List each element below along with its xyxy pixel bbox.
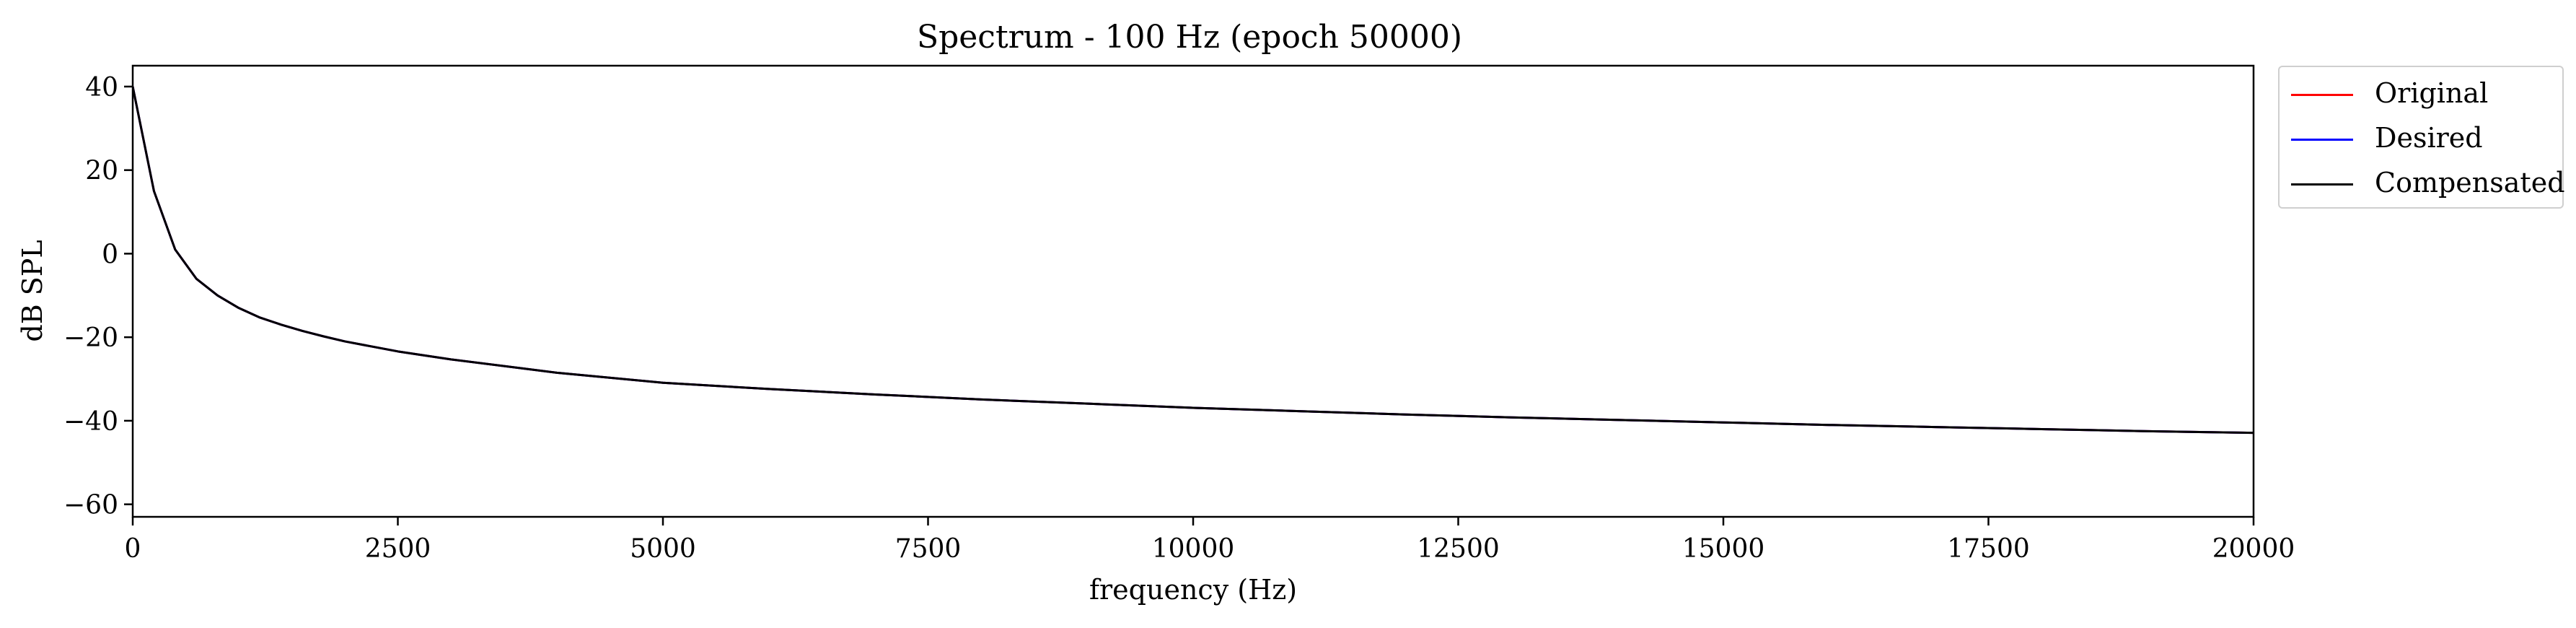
y-tick-label: 0 xyxy=(102,240,118,269)
series-line-compensated xyxy=(133,86,2254,435)
series-line-desired xyxy=(133,86,2254,435)
y-tick-label: −40 xyxy=(63,407,118,437)
x-tick-label: 5000 xyxy=(630,534,696,564)
y-tick-label: −20 xyxy=(63,323,118,353)
legend-item-compensated: Compensated xyxy=(2280,161,2565,204)
chart-title: Spectrum - 100 Hz (epoch 50000) xyxy=(917,19,1462,56)
legend-item-desired: Desired xyxy=(2280,116,2562,160)
y-tick-label: −60 xyxy=(63,491,118,520)
x-tick-label: 2500 xyxy=(365,534,431,564)
x-tick-label: 0 xyxy=(125,534,141,564)
x-tick-label: 7500 xyxy=(895,534,962,564)
y-axis: 40 20 0 −20 −40 −60 xyxy=(63,73,133,520)
legend: Original Desired Compensated xyxy=(2278,66,2565,209)
legend-label-desired: Desired xyxy=(2375,122,2483,154)
plot-frame xyxy=(131,64,2255,518)
legend-label-original: Original xyxy=(2375,77,2489,109)
plot-area xyxy=(131,64,2255,518)
x-tick-label: 10000 xyxy=(1152,534,1235,564)
x-axis-label: frequency (Hz) xyxy=(1089,574,1297,606)
y-tick-label: 40 xyxy=(85,73,118,103)
x-axis: 0 2500 5000 7500 10000 12500 15000 17500 20000 xyxy=(125,517,2295,564)
x-tick-label: 15000 xyxy=(1682,534,1765,564)
y-tick-label: 20 xyxy=(85,157,118,186)
legend-swatch-original xyxy=(2291,94,2353,96)
legend-swatch-compensated xyxy=(2291,183,2353,186)
x-tick-label: 12500 xyxy=(1417,534,1500,564)
legend-swatch-desired xyxy=(2291,139,2353,141)
x-tick-label: 17500 xyxy=(1947,534,2030,564)
y-axis-label: dB SPL xyxy=(17,240,48,341)
legend-item-original: Original xyxy=(2280,71,2562,115)
legend-label-compensated: Compensated xyxy=(2375,167,2565,199)
x-tick-label: 20000 xyxy=(2212,534,2295,564)
series-layer xyxy=(133,86,2254,435)
series-line-original xyxy=(133,86,2254,435)
